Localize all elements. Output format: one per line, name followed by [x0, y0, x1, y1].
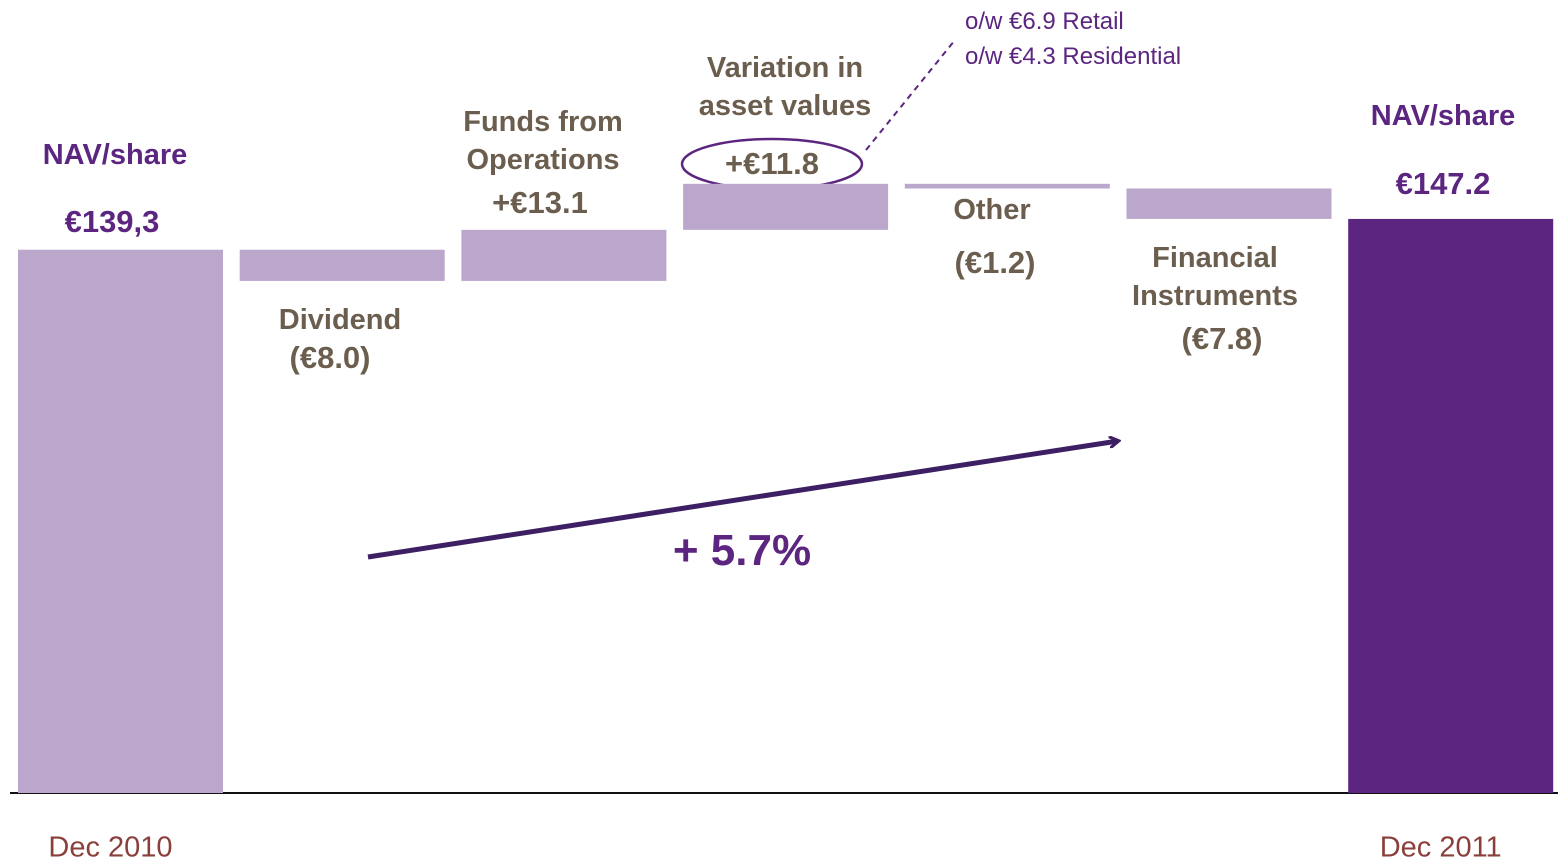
value-label: (€1.2): [954, 245, 1036, 280]
delta-bar: [1126, 188, 1332, 219]
delta-bar: [904, 183, 1110, 189]
value-label: (€7.8): [1181, 321, 1263, 356]
delta-bar: [461, 229, 667, 281]
note-leader: [865, 39, 956, 151]
total-bar: [1348, 218, 1554, 794]
value-label: €139,3: [64, 204, 160, 239]
category-label: Financial Instruments: [1132, 242, 1298, 312]
category-label: Other: [953, 194, 1031, 226]
period-label: Dec 2010: [48, 831, 173, 862]
value-label: +€13.1: [492, 185, 588, 220]
growth-arrow: [367, 441, 1118, 560]
note: o/w €6.9 Retail: [965, 8, 1124, 35]
category-label: Variation in asset values: [698, 52, 872, 122]
category-label: NAV/share: [42, 139, 188, 171]
period-label: Dec 2011: [1379, 831, 1502, 862]
category-label: Dividend: [278, 304, 402, 336]
category-label: NAV/share: [1370, 100, 1516, 132]
value-label: +€11.8: [725, 146, 819, 181]
annotation: + 5.7%: [672, 526, 812, 575]
delta-bar: [239, 249, 445, 281]
total-bar: [18, 249, 223, 794]
note: o/w €4.3 Residential: [965, 43, 1182, 70]
value-label: €147.2: [1395, 166, 1491, 201]
value-label: (€8.0): [289, 340, 371, 375]
category-label: Funds from Operations: [463, 106, 623, 176]
delta-bar: [683, 183, 889, 230]
